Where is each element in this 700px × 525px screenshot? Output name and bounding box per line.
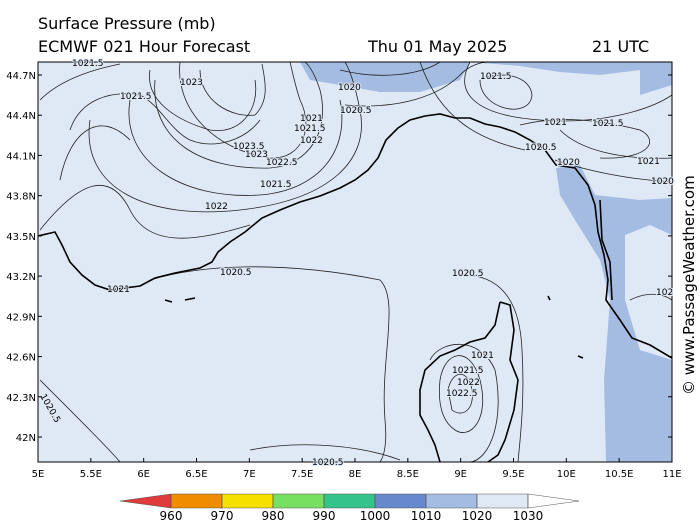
lon-tick-label: 10.5E [605,469,634,480]
lat-tick-label: 42N [16,433,36,444]
high-pressure-area [625,225,672,360]
isobar-label: 1021.5 [260,180,292,190]
colorbar-low-end [119,493,172,509]
isobar-label: 1021.5 [294,124,326,134]
isobar-label: 1022 [205,202,228,212]
isobar-label: 1022.5 [266,158,298,168]
map: 1021.5 1023 1021.5 1020 1020.5 1021 1021… [36,58,675,469]
lon-tick-label: 7.5E [291,469,313,480]
isobar-label: 1020 [557,158,580,168]
isobar-label: 1020.5 [452,269,484,279]
isobars [39,62,672,462]
time: 21 UTC [592,37,649,56]
colorbar-label: 990 [313,509,336,523]
lon-tick-label: 5E [32,469,45,480]
lon-tick-label: 10E [557,469,576,480]
lat-tick-label: 42.3N [6,393,36,404]
date: Thu 01 May 2025 [367,37,507,56]
isobar-label: 1021 [544,118,567,128]
isobar-label: 1021 [471,351,494,361]
low-pressure-area [300,62,672,92]
lon-tick-label: 6E [137,469,150,480]
isobar-label: 1023 [245,150,268,160]
title: Surface Pressure (mb) [38,14,216,33]
lon-tick-label: 7E [243,469,256,480]
isobar-label: 1021.5 [72,59,104,69]
colorbar-segment [323,493,376,509]
isobar-label: 1020.5 [340,106,372,116]
colorbar-segment [221,493,274,509]
lon-tick-label: 6.5E [185,469,207,480]
isobar-label: 1020.5 [220,268,252,278]
isobar-label: 1020 [651,177,674,187]
isobar-label: 1022 [457,378,480,388]
isobar-label: 1021 [107,285,130,295]
isobar-label: 1021 [637,157,660,167]
lat-tick-label: 42.9N [6,312,36,323]
isobar-label: 1020.5 [312,458,344,468]
lon-tick-label: 8.5E [397,469,419,480]
lat-tick-label: 44.7N [6,71,36,82]
low-pressure-area [640,62,672,95]
lat-tick-label: 42.6N [6,353,36,364]
colorbar: 960 970 980 990 1000 1010 1020 1030 [119,493,580,523]
model: ECMWF 021 Hour Forecast [38,37,250,56]
colorbar-label: 1010 [411,509,442,523]
isobar-label: 1021.5 [592,119,624,129]
colorbar-segment [476,493,529,509]
isobar-label: 1021 [300,114,323,124]
isobar-label: 1023 [180,78,203,88]
isobar-label: 1020.5 [525,143,557,153]
lat-tick-label: 44.1N [6,151,36,162]
isobar-label: 1022 [300,136,323,146]
lon-tick-label: 8E [349,469,362,480]
isobar-label: 1023.5 [233,142,265,152]
isobar-label: 102 [656,288,673,298]
isobar-label: 1021.5 [120,92,152,102]
lat-tick-label: 44.4N [6,111,36,122]
map-content [38,62,672,462]
lon-tick-label: 9E [454,469,467,480]
lat-tick-label: 43.8N [6,192,36,203]
colorbar-label: 1030 [513,509,544,523]
watermark: © www.PassageWeather.com [680,175,698,395]
colorbar-segment [374,493,427,509]
colorbar-label: 1020 [462,509,493,523]
coastline [38,113,672,462]
isobar-label: 1022.5 [446,389,478,399]
axis-ticks: 44.7N 44.4N 44.1N 43.8N 43.5N 43.2N 42.9N 42.6N… [6,71,681,480]
colorbar-label: 970 [211,509,234,523]
lon-tick-label: 9.5E [502,469,524,480]
colorbar-high-end [527,493,580,509]
isobar-label: 1021.5 [480,72,512,82]
map-background [38,62,672,462]
colorbar-segment [170,493,223,509]
lon-tick-label: 11E [662,469,681,480]
lat-tick-label: 43.5N [6,232,36,243]
lat-tick-label: 43.2N [6,272,36,283]
colorbar-label: 1000 [360,509,391,523]
colorbar-segment [272,493,325,509]
colorbar-segment [425,493,478,509]
colorbar-label: 980 [262,509,285,523]
colorbar-label: 960 [160,509,183,523]
lon-tick-label: 5.5E [80,469,102,480]
isobar-label: 1021.5 [452,366,484,376]
isobar-label: 1020 [338,83,361,93]
